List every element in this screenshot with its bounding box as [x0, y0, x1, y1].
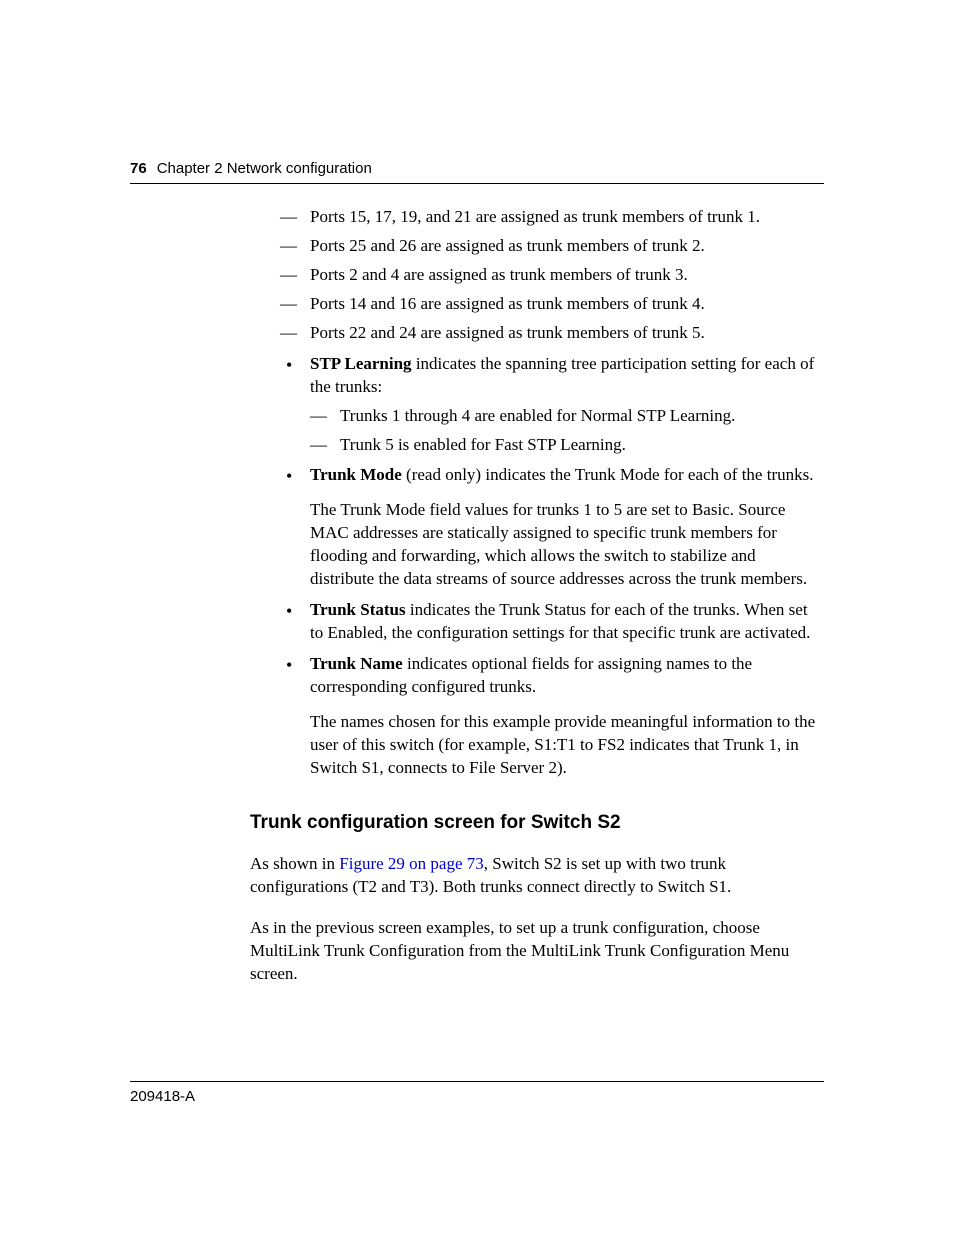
- bullet-text: (read only) indicates the Trunk Mode for…: [402, 465, 814, 484]
- bullet-trunk-name: Trunk Name indicates optional fields for…: [280, 653, 824, 780]
- list-item: Trunk 5 is enabled for Fast STP Learning…: [310, 434, 824, 457]
- bullet-stp-learning: STP Learning indicates the spanning tree…: [280, 353, 824, 457]
- section-heading: Trunk configuration screen for Switch S2: [130, 810, 824, 836]
- section-paragraph-2: As in the previous screen examples, to s…: [130, 917, 824, 986]
- chapter-title: Chapter 2 Network configuration: [157, 160, 372, 177]
- text-run: As shown in: [250, 854, 339, 873]
- running-header: 76 Chapter 2 Network configuration: [130, 160, 824, 184]
- list-item: Trunks 1 through 4 are enabled for Norma…: [310, 405, 824, 428]
- list-item: Ports 15, 17, 19, and 21 are assigned as…: [280, 206, 824, 229]
- bullet-label: Trunk Mode: [310, 465, 402, 484]
- bullet-label: Trunk Name: [310, 654, 403, 673]
- content-region: Ports 15, 17, 19, and 21 are assigned as…: [130, 206, 824, 986]
- bullet-paragraph: The names chosen for this example provid…: [310, 711, 824, 780]
- bullet-trunk-mode: Trunk Mode (read only) indicates the Tru…: [280, 464, 824, 591]
- document-id: 209418-A: [130, 1088, 195, 1105]
- bullet-label: STP Learning: [310, 354, 412, 373]
- bullet-paragraph: The Trunk Mode field values for trunks 1…: [310, 499, 824, 591]
- top-dash-list: Ports 15, 17, 19, and 21 are assigned as…: [280, 206, 824, 345]
- bullet-trunk-status: Trunk Status indicates the Trunk Status …: [280, 599, 824, 645]
- bullet-label: Trunk Status: [310, 600, 406, 619]
- stp-sub-list: Trunks 1 through 4 are enabled for Norma…: [310, 405, 824, 457]
- page-number: 76: [130, 160, 147, 177]
- main-bullet-list: STP Learning indicates the spanning tree…: [280, 353, 824, 780]
- figure-cross-reference-link[interactable]: Figure 29 on page 73: [339, 854, 483, 873]
- list-item: Ports 22 and 24 are assigned as trunk me…: [280, 322, 824, 345]
- page-container: 76 Chapter 2 Network configuration Ports …: [0, 0, 954, 1235]
- bullet-block: Ports 15, 17, 19, and 21 are assigned as…: [130, 206, 824, 780]
- list-item: Ports 25 and 26 are assigned as trunk me…: [280, 235, 824, 258]
- section-paragraph-1: As shown in Figure 29 on page 73, Switch…: [130, 853, 824, 899]
- list-item: Ports 2 and 4 are assigned as trunk memb…: [280, 264, 824, 287]
- list-item: Ports 14 and 16 are assigned as trunk me…: [280, 293, 824, 316]
- page-footer: 209418-A: [130, 1081, 824, 1105]
